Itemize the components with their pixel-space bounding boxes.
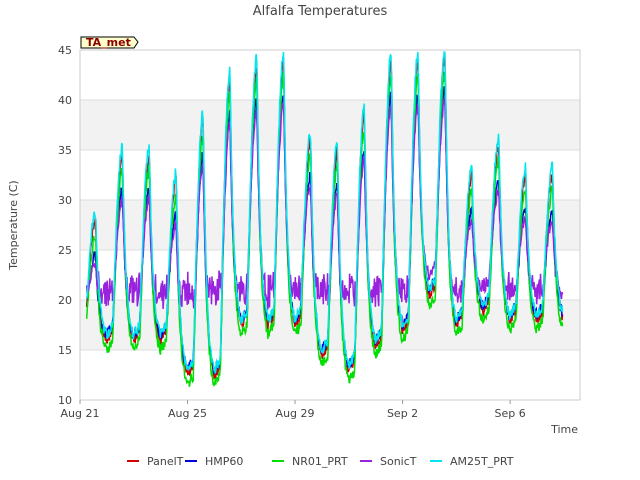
y-tick-label: 20 (58, 294, 72, 307)
y-tick-label: 35 (58, 144, 72, 157)
y-tick-label: 15 (58, 344, 72, 357)
x-tick-label: Aug 29 (276, 407, 315, 420)
x-tick-label: Sep 2 (387, 407, 418, 420)
series-lines (85, 50, 564, 388)
series-line-SonicT (85, 96, 564, 310)
badge-label: TA_met (86, 36, 131, 49)
legend-label-HMP60: HMP60 (205, 455, 243, 468)
y-tick-label: 40 (58, 94, 72, 107)
badge-shape (80, 36, 139, 49)
x-tick-label: Aug 21 (61, 407, 100, 420)
y-tick-label: 10 (58, 394, 72, 407)
y-axis-label: Temperature (C) (7, 180, 20, 270)
ta-met-badge: TA_met (80, 36, 139, 49)
y-axis-ticks: 10 15 20 25 30 35 40 45 (58, 44, 72, 407)
legend: PanelT HMP60 NR01_PRT SonicT AM25T_PRT (127, 455, 514, 468)
plot-area-border (79, 49, 581, 401)
x-axis-ticks: Aug 21 Aug 25 Aug 29 Sep 2 Sep 6 (61, 400, 526, 420)
series-line-NR01_PRT (85, 71, 564, 388)
grid-band-1 (80, 200, 580, 250)
legend-label-NR01_PRT: NR01_PRT (292, 455, 348, 468)
legend-label-SonicT: SonicT (380, 455, 417, 468)
legend-label-PanelT: PanelT (147, 455, 184, 468)
y-tick-label: 45 (58, 44, 72, 57)
y-tick-label: 30 (58, 194, 72, 207)
x-tick-label: Aug 25 (168, 407, 207, 420)
x-tick-label: Sep 6 (494, 407, 525, 420)
grid-bands (80, 100, 580, 350)
x-axis-label: Time (550, 423, 578, 436)
series-line-AM25T_PRT (85, 50, 564, 374)
y-tick-label: 25 (58, 244, 72, 257)
chart-title: Alfalfa Temperatures (253, 4, 388, 19)
legend-label-AM25T_PRT: AM25T_PRT (450, 455, 514, 468)
grid-band-2 (80, 100, 580, 150)
